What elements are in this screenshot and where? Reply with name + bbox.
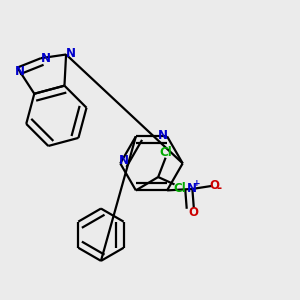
Text: -: -	[216, 182, 221, 195]
Text: N: N	[188, 182, 197, 194]
Text: Cl: Cl	[173, 182, 186, 194]
Text: O: O	[189, 206, 199, 219]
Text: N: N	[119, 154, 129, 167]
Text: N: N	[15, 64, 25, 78]
Text: Cl: Cl	[160, 146, 172, 160]
Text: +: +	[193, 179, 201, 188]
Text: N: N	[158, 129, 168, 142]
Text: N: N	[65, 46, 76, 59]
Text: N: N	[40, 52, 50, 65]
Text: O: O	[209, 178, 219, 192]
